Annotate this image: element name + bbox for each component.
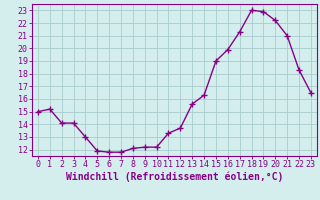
X-axis label: Windchill (Refroidissement éolien,°C): Windchill (Refroidissement éolien,°C)	[66, 172, 283, 182]
